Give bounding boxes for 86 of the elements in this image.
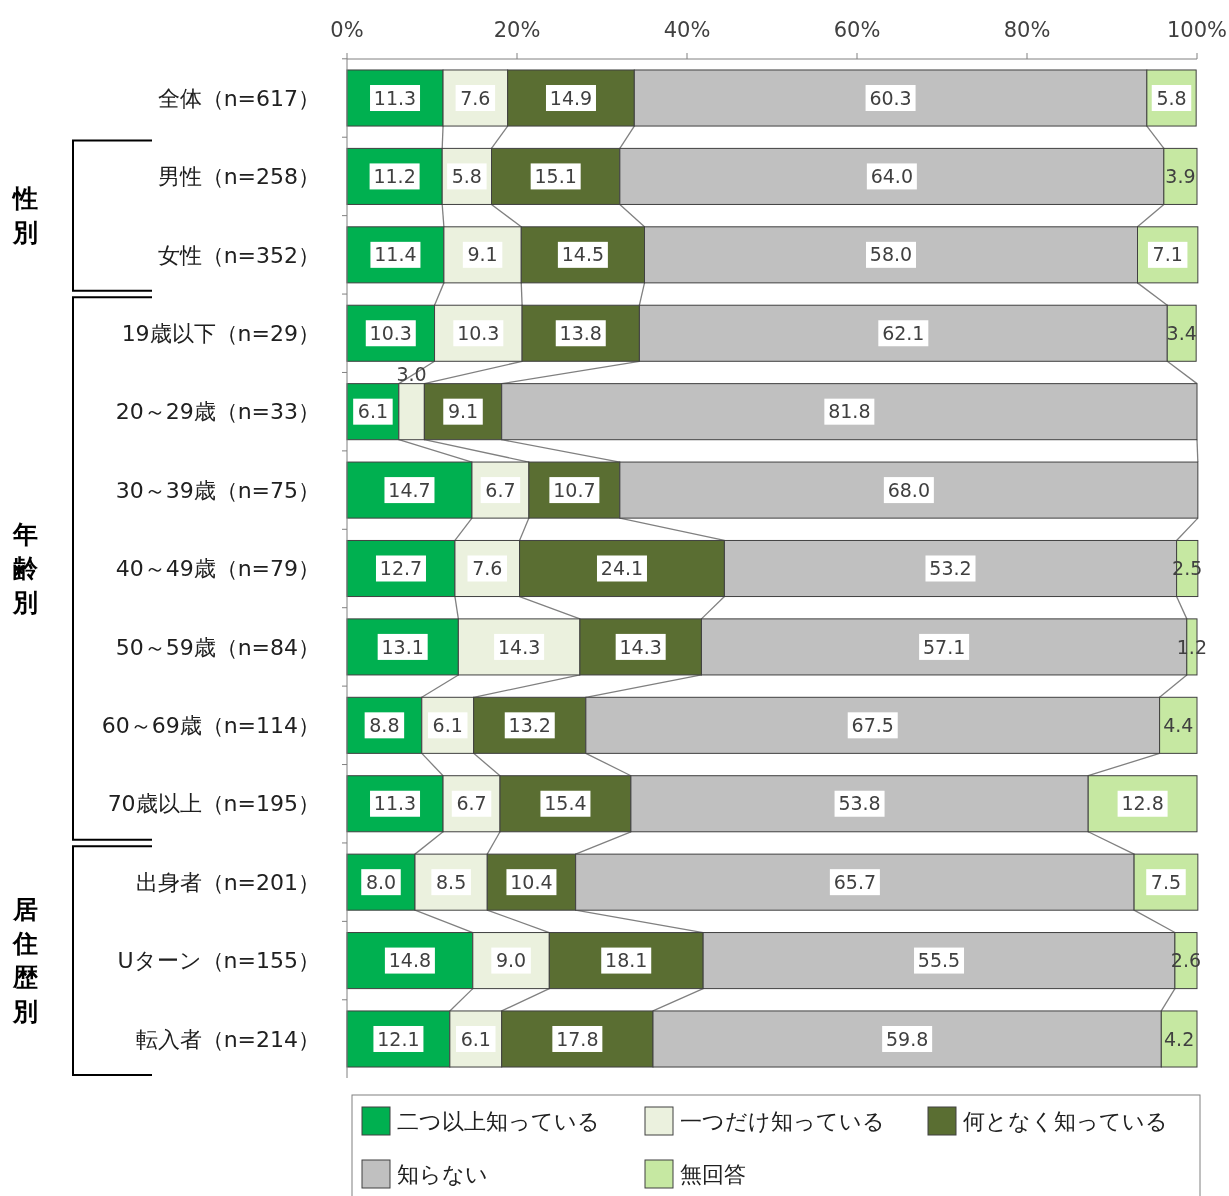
data-label: 14.5 [561,243,605,266]
data-label: 13.1 [381,635,424,658]
data-label: 64.0 [870,165,914,188]
x-tick-label: 80% [1003,18,1051,42]
y-tick-label: Uターン（n=155） [117,948,320,974]
data-label: 14.7 [388,478,431,501]
legend-label: 一つだけ知っている [680,1108,885,1134]
data-label: 15.4 [544,792,587,815]
data-label: 7.6 [472,557,503,580]
legend-label: 二つ以上知っている [397,1108,600,1134]
y-tick-label: 全体（n=617） [157,85,320,111]
y-tick-label: 転入者（n=214） [135,1026,320,1052]
y-tick-label: 30～39歳（n=75） [115,477,320,503]
data-label: 8.0 [365,870,397,893]
data-label: 13.8 [559,321,602,344]
data-label: 9.1 [467,243,498,266]
data-label: 11.2 [373,165,416,188]
text: 年齢別 [11,520,39,618]
data-label: 7.5 [1150,870,1182,893]
data-label: 6.1 [460,1027,491,1050]
x-tick-label: 0% [330,18,364,42]
data-label: 10.3 [457,321,500,344]
legend-label: 知らない [397,1161,488,1187]
data-label: 10.7 [553,478,596,501]
data-label: 7.6 [460,86,491,109]
data-label: 6.7 [485,478,516,501]
y-tick-label: 70歳以上（n=195） [107,791,320,817]
text: 居住歴別 [11,895,38,1027]
data-label: 9.1 [447,400,479,423]
x-tick-label: 100% [1166,18,1228,42]
data-label: 53.8 [838,792,881,815]
text: 性別 [10,184,38,248]
data-label: 8.5 [436,870,467,893]
data-label: 15.1 [534,165,577,188]
data-label: 12.1 [377,1027,420,1050]
data-label: 57.1 [922,635,966,658]
data-label: 11.3 [373,86,417,109]
data-label: 58.0 [869,243,913,266]
x-tick-label: 60% [833,18,881,42]
data-label: 68.0 [887,478,931,501]
data-label: 4.2 [1164,1027,1195,1050]
y-tick-label: 20～29歳（n=33） [115,399,320,425]
data-label: 7.1 [1152,243,1183,266]
data-label: 6.7 [456,792,487,815]
data-label: 17.8 [556,1027,599,1050]
y-tick-label: 60～69歳（n=114） [101,713,320,739]
data-label: 11.4 [374,243,417,266]
data-label: 62.1 [882,321,925,344]
data-label: 81.8 [828,400,871,423]
data-label: 4.4 [1163,713,1194,736]
data-label: 14.3 [619,635,662,658]
x-tick-label: 40% [663,18,711,42]
y-tick-label: 19歳以下（n=29） [121,320,320,346]
data-label: 12.8 [1121,792,1164,815]
legend-label: 無回答 [680,1161,746,1187]
data-label: 3.9 [1165,165,1196,188]
data-label: 60.3 [869,86,912,109]
y-tick-label: 50～59歳（n=84） [115,634,320,660]
y-tick-label: 男性（n=258） [157,164,320,190]
data-label: 59.8 [885,1027,929,1050]
x-tick-label: 20% [493,18,541,42]
y-tick-label: 40～49歳（n=79） [115,556,320,582]
data-label: 5.8 [1156,86,1187,109]
data-label: 65.7 [833,870,877,893]
y-tick-label: 出身者（n=201） [135,869,320,895]
data-label: 18.1 [605,949,648,972]
data-label: 13.2 [508,713,551,736]
data-label: 10.3 [369,321,412,344]
legend-label: 何となく知っている [963,1108,1168,1134]
data-label: 8.8 [369,713,400,736]
data-label: 3.4 [1166,321,1197,344]
data-label: 24.1 [600,557,644,580]
data-label: 11.3 [373,792,417,815]
data-label: 55.5 [917,949,961,972]
y-tick-label: 女性（n=352） [157,242,320,268]
data-label: 53.2 [929,557,972,580]
data-label: 5.8 [451,165,482,188]
data-label: 10.4 [510,870,553,893]
data-label: 12.7 [379,557,423,580]
data-label: 6.1 [357,400,389,423]
data-label: 14.9 [549,86,593,109]
data-label: 9.0 [495,949,527,972]
data-label: 14.3 [497,635,541,658]
data-label: 14.8 [388,949,432,972]
data-label: 67.5 [851,713,894,736]
data-label: 6.1 [432,713,463,736]
